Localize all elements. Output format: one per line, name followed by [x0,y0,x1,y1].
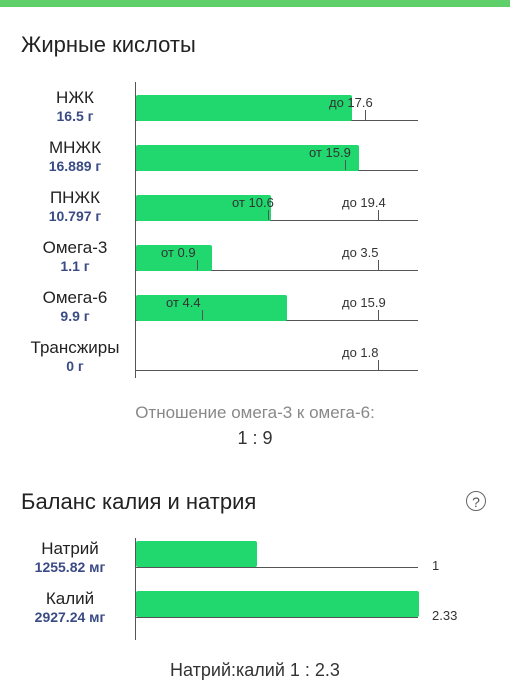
nutrient-amount: 10.797 г [48,208,102,224]
nutrient-amount: 16.5 г [56,108,94,124]
marker-tick [378,210,379,220]
nutrient-bar [136,95,352,121]
help-icon[interactable]: ? [466,491,486,511]
nutrient-bar [136,245,212,271]
nutrient-label-5: Трансжиры 0 г [15,338,135,374]
mineral-amount: 1255.82 мг [34,559,106,575]
nutrient-name: ПНЖК [49,188,101,207]
omega-ratio-value: 1 : 9 [237,428,273,448]
marker-tick [378,360,379,370]
marker-label: от 0.9 [161,245,196,260]
mineral-marker-label: 2.33 [432,608,458,623]
nutrient-amount: 0 г [66,358,84,374]
mineral-marker-label: 1 [432,558,440,573]
mineral-baseline [135,617,418,618]
marker-tick [378,310,379,320]
nutrient-name: Трансжиры [30,338,120,357]
marker-label: до 3.5 [342,245,379,260]
nutrient-amount: 16.889 г [48,158,102,174]
marker-label: до 19.4 [342,195,386,210]
omega-ratio-label: Отношение омега-3 к омега-6: [135,403,375,422]
marker-label: от 10.6 [232,195,274,210]
mineral-label-1: Калий 2927.24 мг [10,589,130,625]
marker-label: до 15.9 [342,295,386,310]
marker-tick [202,310,203,320]
marker-label: от 15.9 [309,145,351,160]
mineral-baseline [135,567,418,568]
marker-tick [268,210,269,220]
nutrient-name: НЖК [56,88,94,107]
nutrient-label-1: МНЖК 16.889 г [15,138,135,174]
row-baseline [135,370,418,371]
mineral-name: Калий [45,589,95,608]
nutrient-label-3: Омега-3 1.1 г [15,238,135,274]
sodium-potassium-ratio: Натрий:калий 1 : 2.3 [170,660,340,680]
marker-label: до 1.8 [342,345,379,360]
mineral-bar [136,541,257,567]
nutrient-bar [136,195,271,221]
nutrient-amount: 1.1 г [60,258,90,274]
nutrient-bar [136,295,287,321]
fatty-acids-y-axis [135,82,136,378]
kn-y-axis [135,538,136,640]
nutrient-amount: 9.9 г [60,308,90,324]
marker-label: до 17.6 [329,95,373,110]
marker-tick [345,160,346,170]
nutrient-name: Омега-3 [42,238,108,257]
mineral-bar [136,591,419,617]
nutrient-label-2: ПНЖК 10.797 г [15,188,135,224]
top-accent-bar [0,0,510,7]
nutrient-name: Омега-6 [42,288,108,307]
fatty-acids-title: Жирные кислоты [21,32,196,57]
mineral-amount: 2927.24 мг [34,609,106,625]
potassium-sodium-title: Баланс калия и натрия [21,489,257,514]
nutrient-label-4: Омега-6 9.9 г [15,288,135,324]
marker-tick [378,260,379,270]
row-baseline [135,270,418,271]
nutrient-name: МНЖК [48,138,102,157]
nutrient-label-0: НЖК 16.5 г [15,88,135,124]
marker-tick [365,110,366,120]
mineral-name: Натрий [41,539,99,558]
marker-label: от 4.4 [166,295,201,310]
marker-tick [197,260,198,270]
row-baseline [135,220,418,221]
mineral-label-0: Натрий 1255.82 мг [10,539,130,575]
nutrient-bar [136,145,359,171]
